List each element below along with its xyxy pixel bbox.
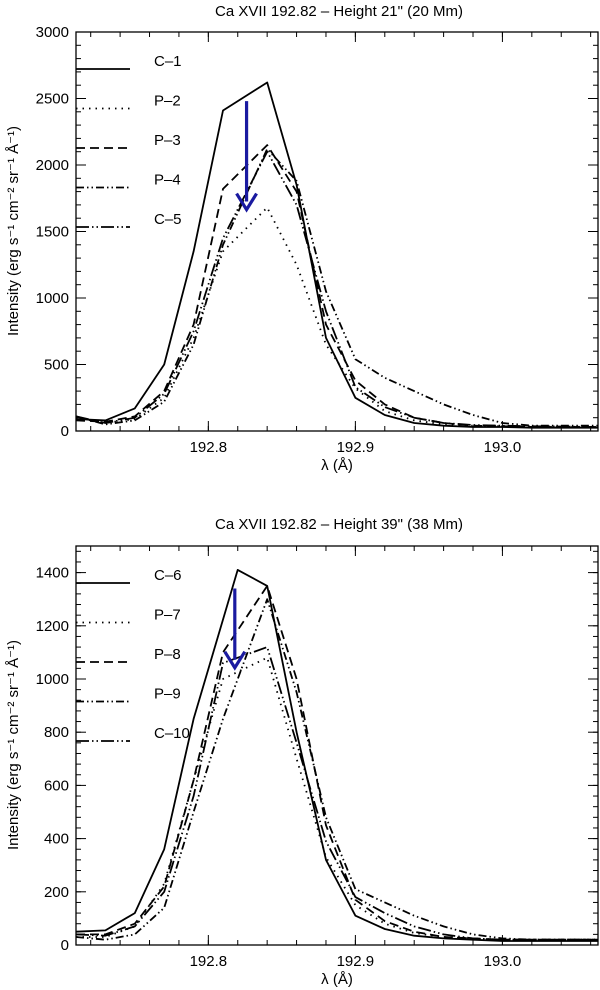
series-line-1 [75,569,598,942]
chart-title: Ca XVII 192.82 – Height 21" (20 Mm) [215,3,463,20]
legend-label: P–8 [154,646,181,663]
chart-panel-top: Ca XVII 192.82 – Height 21" (20 Mm) 0 500… [5,3,599,474]
legend-label: C–6 [154,567,182,584]
arrow-head [235,192,258,213]
x-axis-label: λ (Å) [321,971,353,988]
legend-label: C–5 [154,211,182,228]
series-line-4 [75,148,598,427]
axis-ticks: 0 500 1000 1500 2000 2500 3000 192.8 192.9 193.0 [36,24,598,456]
x-tick-label: 192.9 [337,953,375,970]
y-tick-label: 500 [44,357,69,374]
x-tick-label: 192.9 [337,439,375,456]
y-tick-label: 1400 [36,565,69,582]
annotation-arrow [235,101,258,213]
legend-label: P–3 [154,132,181,149]
y-tick-label: 1000 [36,671,69,688]
legend: C–6 P–7 P–8 P–9 C–10 [76,567,190,742]
series-group [75,569,598,942]
chart-panel-bottom: Ca XVII 192.82 – Height 39" (38 Mm) 0 200… [5,516,599,988]
y-tick-label: 1000 [36,290,69,307]
y-tick-label: 200 [44,884,69,901]
y-tick-label: 0 [61,937,69,954]
series-line-4 [75,598,598,941]
annotation-arrow [223,588,247,671]
y-tick-label: 2500 [36,91,69,108]
legend-label: P–2 [154,93,181,110]
y-tick-label: 1200 [36,618,69,635]
x-tick-label: 193.0 [484,953,522,970]
series-line-5 [75,646,598,941]
series-group [75,81,599,429]
y-tick-label: 1500 [36,224,69,241]
y-axis-label: Intensity (erg s⁻¹ cm⁻² sr⁻¹ Å⁻¹) [5,126,22,336]
y-tick-label: 2000 [36,157,69,174]
legend-label: P–4 [154,172,181,189]
y-tick-label: 600 [44,777,69,794]
y-tick-label: 400 [44,831,69,848]
y-tick-label: 0 [61,423,69,440]
arrow-head [223,650,247,671]
series-line-5 [75,150,599,428]
y-axis-label: Intensity (erg s⁻¹ cm⁻² sr⁻¹ Å⁻¹) [5,640,22,850]
series-line-3 [76,585,598,941]
series-line-1 [75,81,598,429]
series-line-2 [75,206,598,428]
plot-frame [75,545,599,946]
x-tick-label: 192.8 [190,953,228,970]
chart-title: Ca XVII 192.82 – Height 39" (38 Mm) [215,516,463,533]
x-tick-label: 193.0 [484,439,522,456]
y-tick-label: 800 [44,724,69,741]
legend-label: C–10 [154,725,190,742]
x-tick-label: 192.8 [190,439,228,456]
axis-ticks: 0 200 400 600 800 1000 1200 1400 192.8 192.9 193.0 [36,546,598,970]
legend-label: P–7 [154,607,181,624]
legend-label: P–9 [154,686,181,703]
legend: C–1 P–2 P–3 P–4 C–5 [76,53,182,228]
x-axis-label: λ (Å) [321,457,353,474]
legend-label: C–1 [154,53,182,70]
y-tick-label: 3000 [36,24,69,41]
series-line-3 [75,144,598,428]
